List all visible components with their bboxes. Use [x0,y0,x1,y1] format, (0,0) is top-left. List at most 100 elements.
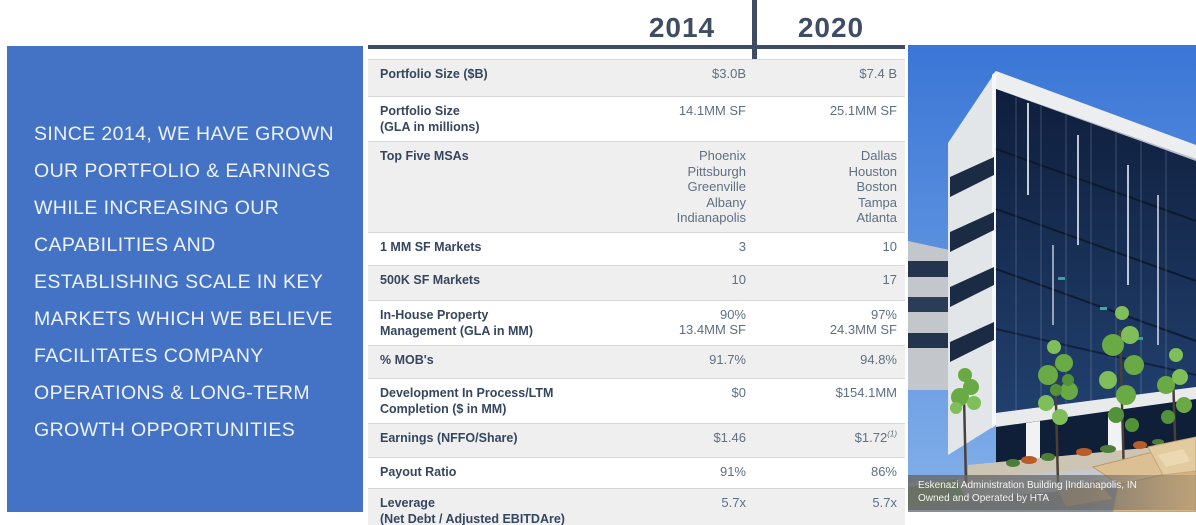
table-row: Earnings (NFFO/Share) $1.46 $1.72(1) [368,422,905,457]
statement-panel: SINCE 2014, WE HAVE GROWN OUR PORTFOLIO &… [7,46,363,512]
headline-line: WHILE INCREASING OUR [34,197,280,219]
value-line: 91% [719,463,746,479]
row-label: 500K SF Markets [368,266,596,294]
value-line: Pittsburgh [687,163,746,179]
table-row: 1 MM SF Markets 3 10 [368,231,905,265]
headline-line: FACILITATES COMPANY [34,345,264,367]
value-line: $1.72(1) [854,429,897,445]
table-row: Portfolio Size ($B) $3.0B $7.4 B [368,59,905,96]
row-label: 1 MM SF Markets [368,233,596,261]
column-header-2020: 2020 [797,12,865,43]
value-line: 17 [882,271,897,287]
row-label: Payout Ratio [368,458,596,486]
value-line: $3.0B [712,66,746,81]
slide-headline: SINCE 2014, WE HAVE GROWN OUR PORTFOLIO &… [34,116,354,449]
value-2020: 10 [746,233,905,261]
value-line: 94.8% [860,351,897,367]
value-line: 13.4MM SF [678,322,746,337]
value-2020: 97% 24.3MM SF [746,301,905,344]
row-label-line: 1 MM SF Markets [380,239,482,254]
photo-caption-line2: Owned and Operated by HTA [918,493,1049,504]
value-2014: $1.46 [596,424,746,452]
building-photo-art [908,45,1196,512]
building-photo: Eskenazi Administration Building |Indian… [908,45,1196,512]
value-2014: 90% 13.4MM SF [596,301,746,344]
value-line: Tampa [857,194,897,210]
value-2020: $7.4 B [746,60,905,88]
footnote-marker: (1) [887,429,897,439]
value-line: Boston [856,179,897,194]
row-label: Portfolio Size ($B) [368,60,596,88]
headline-line: GROWTH OPPORTUNITIES [34,419,296,441]
value-line: $0 [731,384,746,400]
headline-line: OPERATIONS & LONG-TERM [34,382,311,404]
value-2020: 94.8% [746,346,905,374]
headline-line: CAPABILITIES AND [34,234,216,256]
row-label: In-House Property Management (GLA in MM) [368,301,596,345]
table-header-rule [368,45,905,49]
comparison-table-body: Portfolio Size ($B) $3.0B $7.4 B Portfolio … [368,59,905,525]
value-2020: 86% [746,458,905,486]
column-header-2014: 2014 [648,12,716,43]
headline-line: OUR PORTFOLIO & EARNINGS [34,160,331,182]
value-2020: 17 [746,266,905,294]
photo-caption: Eskenazi Administration Building |Indian… [908,475,1196,510]
row-label-line: Management (GLA in MM) [380,323,534,338]
headline-line: SINCE 2014, WE HAVE GROWN [34,123,335,145]
table-row: Payout Ratio 91% 86% [368,456,905,488]
value-line: 24.3MM SF [829,322,897,337]
row-label-line: Portfolio Size ($B) [380,67,488,81]
value-2020: 25.1MM SF [746,97,905,125]
row-label-line: (GLA in millions) [380,120,480,134]
value-line: 10 [882,238,897,254]
row-label-line: Payout Ratio [380,464,457,479]
headline-line: MARKETS WHICH WE BELIEVE [34,308,333,330]
row-label: Leverage (Net Debt / Adjusted EBITDAre) [368,489,596,525]
value-2014: $3.0B [596,60,746,88]
value-2014: 5.7x [596,489,746,517]
value-line: 90% [719,306,746,322]
value-line: Greenville [687,179,746,194]
table-row: Development In Process/LTM Completion ($ … [368,377,905,423]
row-label: Development In Process/LTM Completion ($ … [368,379,596,423]
row-label-line: Top Five MSAs [380,149,469,163]
value-line: Atlanta [856,210,897,225]
row-label: Portfolio Size (GLA in millions) [368,97,596,141]
value-line: $154.1MM [835,384,897,400]
value-line: 97% [870,306,897,322]
value-2014: $0 [596,379,746,407]
value-line: Phoenix [699,148,746,163]
row-label-line: In-House Property [380,307,489,322]
row-label-line: Development In Process/LTM [380,385,554,400]
value-2020: $1.72(1) [746,424,905,452]
value-2014: 10 [596,266,746,294]
row-label-line: Completion ($ in MM) [380,401,507,416]
value-2014: 3 [596,233,746,261]
value-2014: 91.7% [596,346,746,374]
value-line: Indianapolis [676,210,746,225]
value-line: 5.7x [872,494,897,510]
value-line: 86% [870,463,897,479]
row-label: % MOB's [368,346,596,374]
table-row: Leverage (Net Debt / Adjusted EBITDAre) 5.… [368,487,905,525]
table-row: % MOB's 91.7% 94.8% [368,344,905,378]
row-label-line: (Net Debt / Adjusted EBITDAre) [380,511,565,525]
table-row: Top Five MSAs Phoenix Pittsburgh Greenville… [368,141,905,232]
value-line: Albany [706,194,746,210]
row-label-line: Leverage [380,495,435,510]
value-2020: 5.7x [746,489,905,517]
value-line: 5.7x [721,494,746,510]
row-label-line: 500K SF Markets [380,272,481,287]
value-2014: Phoenix Pittsburgh Greenville Albany Indiana… [596,142,746,232]
value-2020: $154.1MM [746,379,905,407]
value-line: Houston [848,163,897,179]
value-2014: 14.1MM SF [596,97,746,125]
table-row: 500K SF Markets 10 17 [368,264,905,300]
value-line: $1.46 [713,429,746,445]
row-label: Earnings (NFFO/Share) [368,424,596,452]
value-line: 91.7% [709,351,746,367]
value-line: 10 [731,271,746,287]
value-2020: Dallas Houston Boston Tampa Atlanta [746,142,905,232]
photo-caption-line1: Eskenazi Administration Building |Indian… [918,480,1137,491]
